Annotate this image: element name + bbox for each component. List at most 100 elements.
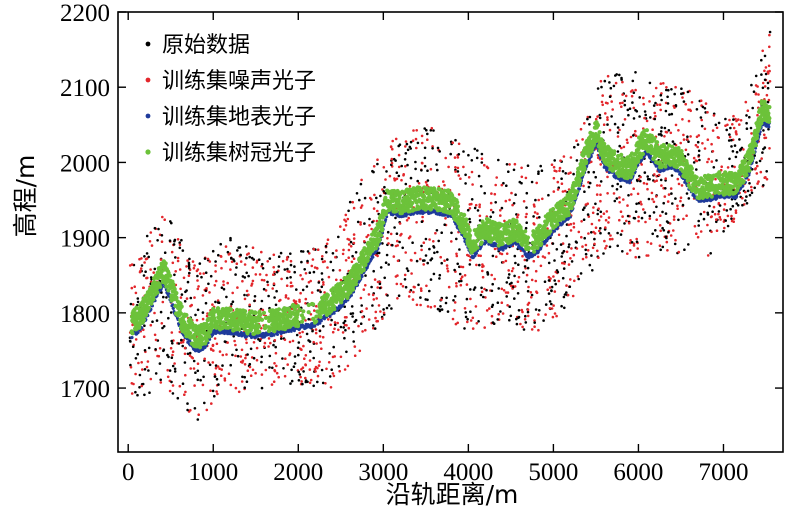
- noise-photon-point: [260, 264, 263, 268]
- raw-photon-point: [295, 288, 298, 291]
- raw-photon-point: [385, 170, 388, 173]
- noise-photon-point: [247, 293, 250, 297]
- ground-photon-point: [402, 214, 406, 218]
- noise-photon-point: [235, 262, 239, 266]
- noise-photon-point: [717, 201, 721, 205]
- noise-photon-point: [325, 367, 328, 371]
- raw-photon-point: [163, 251, 167, 254]
- raw-photon-point: [290, 379, 294, 383]
- noise-photon-point: [145, 365, 149, 369]
- noise-photon-point: [497, 312, 501, 316]
- noise-photon-point: [764, 136, 768, 140]
- raw-photon-point: [416, 179, 420, 183]
- raw-photon-point: [749, 126, 753, 130]
- raw-photon-point: [260, 299, 264, 303]
- raw-photon-point: [634, 71, 637, 74]
- canopy-photon-point: [311, 316, 316, 321]
- noise-photon-point: [206, 257, 210, 261]
- raw-photon-point: [639, 179, 642, 183]
- raw-photon-point: [570, 260, 574, 263]
- noise-photon-point: [218, 350, 222, 353]
- noise-photon-point: [424, 181, 428, 184]
- noise-photon-point: [485, 165, 489, 169]
- raw-photon-point: [178, 241, 181, 244]
- noise-photon-point: [706, 138, 710, 141]
- noise-photon-point: [326, 266, 329, 269]
- noise-photon-point: [505, 252, 509, 255]
- ground-photon-point: [625, 180, 629, 184]
- noise-photon-point: [179, 296, 183, 299]
- noise-photon-point: [189, 367, 192, 370]
- raw-photon-point: [141, 382, 145, 386]
- raw-photon-point: [477, 174, 481, 178]
- raw-photon-point: [363, 196, 367, 200]
- raw-photon-point: [592, 170, 596, 174]
- noise-photon-point: [346, 217, 350, 221]
- noise-photon-point: [352, 241, 356, 245]
- raw-photon-point: [267, 294, 270, 298]
- raw-photon-point: [745, 195, 748, 198]
- noise-photon-point: [272, 273, 275, 277]
- noise-photon-point: [569, 257, 572, 260]
- noise-photon-point: [266, 283, 270, 287]
- noise-photon-point: [201, 383, 205, 387]
- raw-photon-point: [429, 278, 433, 281]
- raw-photon-point: [282, 367, 285, 370]
- noise-photon-point: [535, 181, 538, 185]
- noise-photon-point: [631, 89, 634, 92]
- noise-photon-point: [706, 254, 710, 257]
- noise-photon-point: [592, 206, 595, 209]
- noise-photon-point: [398, 222, 402, 225]
- noise-photon-point: [226, 281, 229, 285]
- noise-photon-point: [519, 322, 522, 326]
- raw-photon-point: [667, 230, 670, 234]
- noise-photon-point: [734, 130, 738, 133]
- noise-photon-point: [429, 305, 433, 309]
- noise-photon-point: [595, 184, 599, 187]
- noise-photon-point: [183, 352, 187, 356]
- noise-photon-point: [484, 296, 487, 299]
- noise-photon-point: [630, 193, 633, 196]
- noise-photon-point: [665, 240, 669, 244]
- raw-photon-point: [748, 193, 752, 197]
- raw-photon-point: [616, 131, 620, 134]
- noise-photon-point: [134, 291, 138, 295]
- noise-photon-point: [134, 338, 138, 341]
- noise-photon-point: [432, 240, 435, 243]
- raw-photon-point: [324, 244, 328, 248]
- noise-photon-point: [443, 183, 446, 187]
- raw-photon-point: [312, 270, 316, 274]
- noise-photon-point: [672, 218, 676, 221]
- raw-photon-point: [183, 300, 187, 303]
- raw-photon-point: [467, 153, 470, 157]
- raw-photon-point: [376, 201, 380, 204]
- noise-photon-point: [695, 232, 698, 235]
- raw-photon-point: [666, 221, 670, 224]
- noise-photon-point: [422, 241, 426, 244]
- canopy-photon-point: [229, 307, 234, 312]
- raw-photon-point: [577, 277, 580, 281]
- noise-photon-point: [312, 340, 316, 344]
- noise-photon-point: [640, 203, 643, 206]
- raw-photon-point: [443, 223, 447, 226]
- raw-photon-point: [460, 279, 463, 283]
- noise-photon-point: [585, 255, 588, 259]
- raw-photon-point: [201, 311, 205, 314]
- raw-photon-point: [648, 81, 652, 85]
- noise-photon-point: [228, 252, 232, 255]
- raw-photon-point: [245, 245, 248, 248]
- noise-photon-point: [482, 264, 485, 268]
- raw-photon-point: [674, 104, 678, 107]
- raw-photon-point: [385, 306, 389, 310]
- noise-photon-point: [459, 277, 463, 281]
- noise-photon-point: [757, 93, 760, 96]
- noise-photon-point: [502, 261, 505, 264]
- raw-photon-point: [768, 30, 772, 34]
- noise-photon-point: [726, 166, 730, 169]
- raw-photon-point: [371, 304, 374, 307]
- raw-photon-point: [166, 353, 169, 357]
- noise-photon-point: [734, 211, 738, 214]
- noise-photon-point: [707, 157, 710, 161]
- noise-photon-point: [591, 211, 595, 215]
- raw-photon-point: [394, 159, 397, 162]
